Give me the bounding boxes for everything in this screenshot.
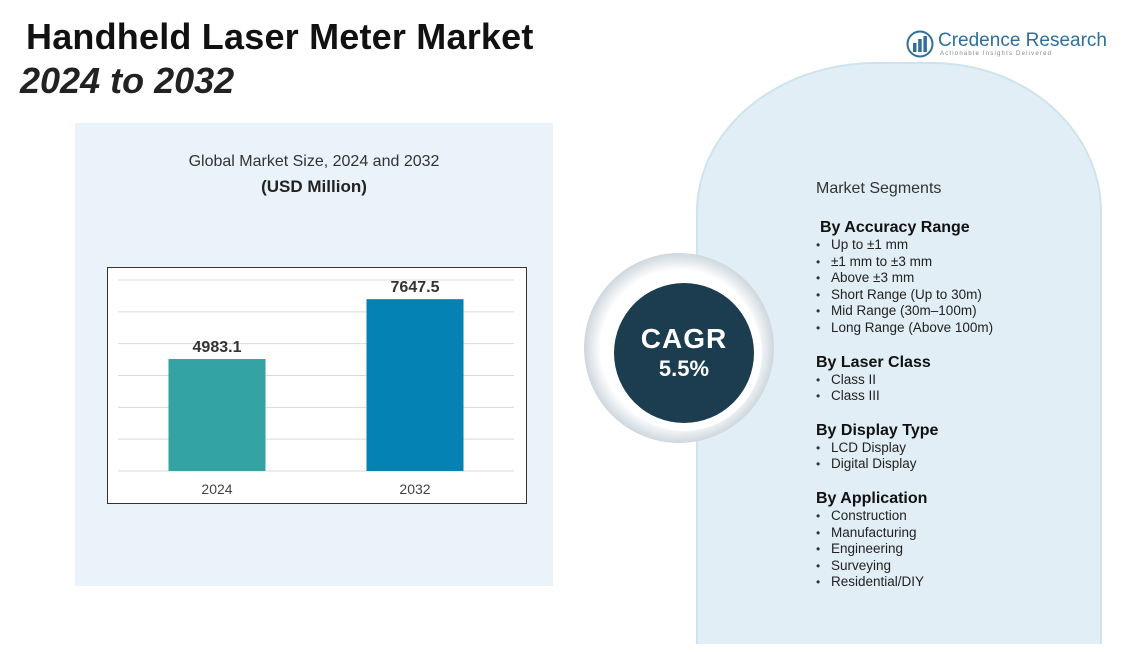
bar-2032 (366, 299, 464, 471)
segment-item: Surveying (816, 558, 1096, 575)
cagr-badge: CAGR 5.5% (614, 283, 754, 423)
segment-group-application: By Application Construction Manufacturin… (816, 489, 1096, 591)
segment-group-title: By Display Type (816, 421, 939, 439)
segment-item: Manufacturing (816, 525, 1096, 542)
segment-item: Long Range (Above 100m) (816, 320, 1096, 337)
bar-chart-logo-icon (906, 30, 934, 58)
bar-chart-svg: 4983.1 2024 7647.5 2032 (118, 279, 514, 497)
segment-item: Digital Display (816, 456, 1096, 473)
chart-unit-label: (USD Million) (261, 177, 367, 196)
segment-group-title: By Application (816, 489, 928, 507)
segment-item: Short Range (Up to 30m) (816, 287, 1096, 304)
chart-panel: Global Market Size, 2024 and 2032 (USD M… (75, 123, 553, 586)
segment-item: Engineering (816, 541, 1096, 558)
segments-content: Market Segments By Accuracy Range Up to … (816, 180, 1096, 607)
chart-title: Global Market Size, 2024 and 2032 (188, 153, 440, 170)
logo-name-part2: Research (1025, 30, 1107, 51)
segment-item: ±1 mm to ±3 mm (816, 254, 1096, 271)
segment-item: LCD Display (816, 440, 1096, 457)
logo-tagline: Actionable Insights Delivered (940, 51, 1053, 57)
segment-group-laser-class: By Laser Class Class II Class III (816, 353, 1096, 405)
segment-item: Above ±3 mm (816, 270, 1096, 287)
bar-2024 (168, 359, 266, 471)
cagr-label: CAGR (640, 323, 728, 354)
x-tick-label: 2032 (399, 481, 430, 497)
segment-item: Residential/DIY (816, 574, 1096, 591)
page-title: Handheld Laser Meter Market (26, 16, 534, 57)
bar-chart: 4983.1 2024 7647.5 2032 (107, 267, 527, 504)
segment-group-display-type: By Display Type LCD Display Digital Disp… (816, 421, 1096, 473)
segment-item: Class III (816, 388, 1096, 405)
logo-name-part1: Credence (938, 30, 1026, 51)
bar-value-label: 4983.1 (193, 339, 242, 356)
segment-group-title: By Laser Class (816, 353, 931, 371)
segments-heading: Market Segments (816, 180, 942, 197)
segment-group-title: By Accuracy Range (820, 219, 970, 236)
brand-logo: Credence Research Actionable Insights De… (906, 30, 1107, 58)
segment-item: Construction (816, 508, 1096, 525)
bar-value-label: 7647.5 (391, 279, 440, 296)
segment-item: Up to ±1 mm (816, 237, 1096, 254)
segment-item: Class II (816, 372, 1096, 389)
cagr-value: 5.5% (658, 356, 710, 381)
x-tick-label: 2024 (201, 481, 232, 497)
segment-item: Mid Range (30m–100m) (816, 303, 1096, 320)
segment-group-accuracy: By Accuracy Range Up to ±1 mm ±1 mm to ±… (816, 218, 1096, 337)
page-subtitle-years: 2024 to 2032 (20, 60, 235, 101)
